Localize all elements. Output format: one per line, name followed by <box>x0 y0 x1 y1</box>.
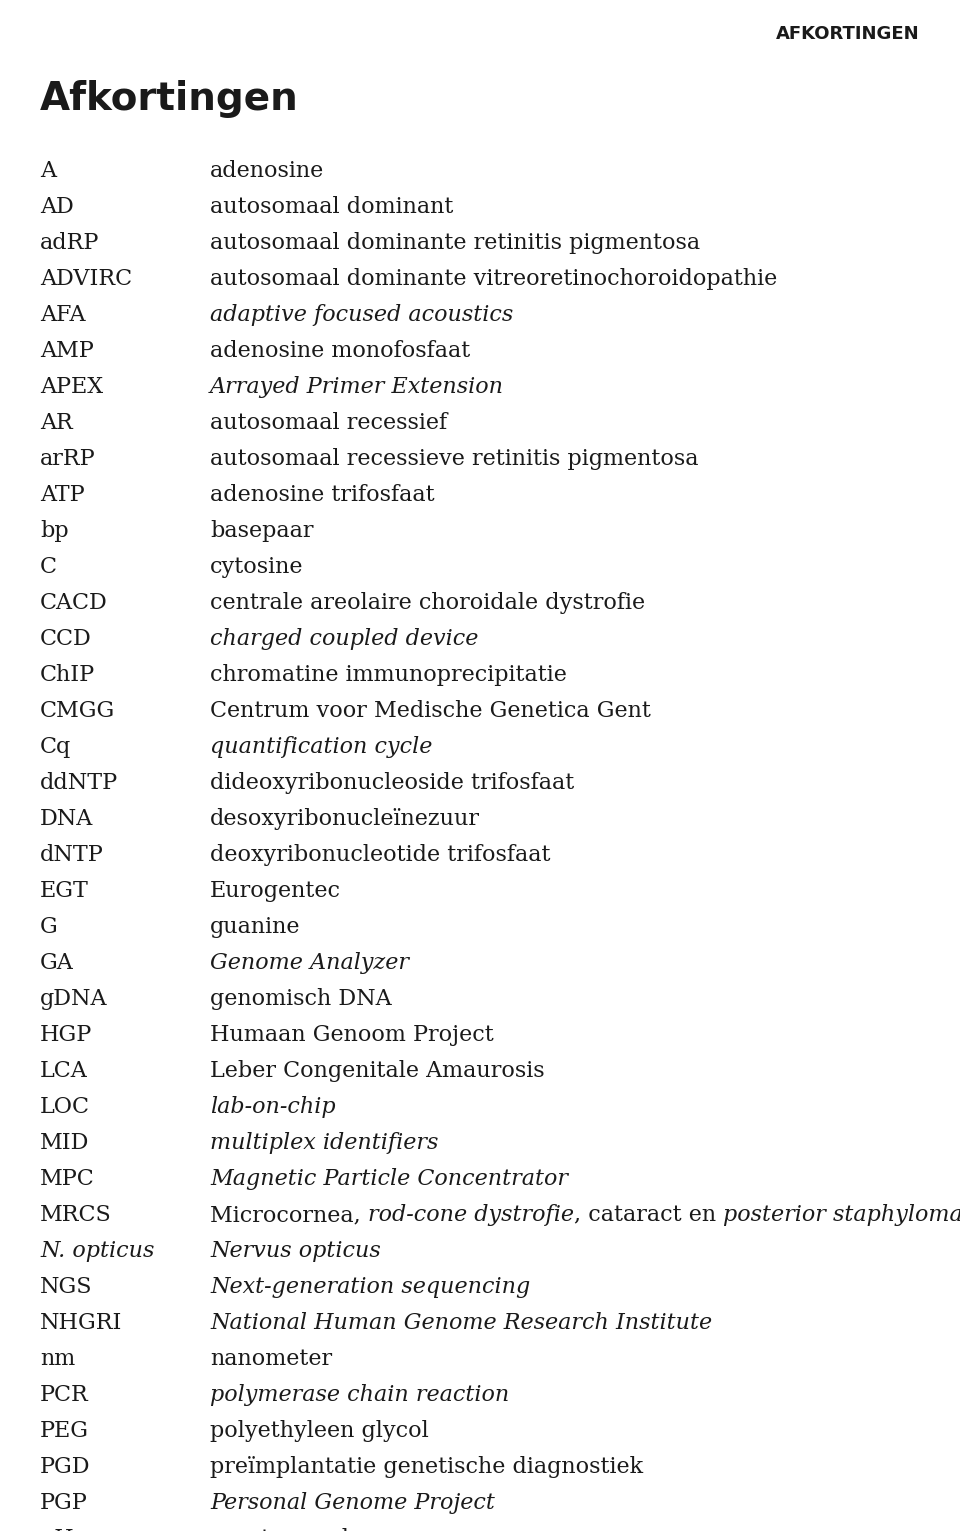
Text: ATP: ATP <box>40 484 84 507</box>
Text: PCR: PCR <box>40 1384 88 1405</box>
Text: APEX: APEX <box>40 377 103 398</box>
Text: National Human Genome Research Institute: National Human Genome Research Institute <box>210 1312 712 1334</box>
Text: autosomaal dominant: autosomaal dominant <box>210 196 453 217</box>
Text: AFKORTINGEN: AFKORTINGEN <box>777 24 920 43</box>
Text: N. opticus: N. opticus <box>40 1240 155 1262</box>
Text: adenosine: adenosine <box>210 161 324 182</box>
Text: zuurtegraad: zuurtegraad <box>210 1528 349 1531</box>
Text: ddNTP: ddNTP <box>40 772 118 795</box>
Text: nm: nm <box>40 1347 75 1370</box>
Text: genomisch DNA: genomisch DNA <box>210 987 392 1010</box>
Text: Next-generation sequencing: Next-generation sequencing <box>210 1275 530 1298</box>
Text: CMGG: CMGG <box>40 700 115 723</box>
Text: NGS: NGS <box>40 1275 92 1298</box>
Text: Genome Analyzer: Genome Analyzer <box>210 952 409 974</box>
Text: G: G <box>40 916 58 939</box>
Text: bp: bp <box>40 521 68 542</box>
Text: LCA: LCA <box>40 1059 87 1082</box>
Text: A: A <box>40 161 56 182</box>
Text: Eurogentec: Eurogentec <box>210 880 341 902</box>
Text: C: C <box>40 556 57 579</box>
Text: pH: pH <box>40 1528 74 1531</box>
Text: PGD: PGD <box>40 1456 90 1477</box>
Text: AR: AR <box>40 412 73 433</box>
Text: guanine: guanine <box>210 916 300 939</box>
Text: desoxyribonucleïnezuur: desoxyribonucleïnezuur <box>210 808 480 830</box>
Text: PGP: PGP <box>40 1493 87 1514</box>
Text: PEG: PEG <box>40 1419 89 1442</box>
Text: adenosine trifosfaat: adenosine trifosfaat <box>210 484 435 507</box>
Text: EGT: EGT <box>40 880 89 902</box>
Text: dNTP: dNTP <box>40 844 104 867</box>
Text: deoxyribonucleotide trifosfaat: deoxyribonucleotide trifosfaat <box>210 844 550 867</box>
Text: , cataract en: , cataract en <box>574 1203 723 1226</box>
Text: arRP: arRP <box>40 449 96 470</box>
Text: autosomaal recessief: autosomaal recessief <box>210 412 447 433</box>
Text: CACD: CACD <box>40 592 108 614</box>
Text: gDNA: gDNA <box>40 987 108 1010</box>
Text: HGP: HGP <box>40 1024 92 1046</box>
Text: Leber Congenitale Amaurosis: Leber Congenitale Amaurosis <box>210 1059 544 1082</box>
Text: polymerase chain reaction: polymerase chain reaction <box>210 1384 509 1405</box>
Text: NHGRI: NHGRI <box>40 1312 122 1334</box>
Text: ChIP: ChIP <box>40 664 95 686</box>
Text: ADVIRC: ADVIRC <box>40 268 132 289</box>
Text: rod-cone dystrofie: rod-cone dystrofie <box>368 1203 574 1226</box>
Text: lab-on-chip: lab-on-chip <box>210 1096 336 1118</box>
Text: nanometer: nanometer <box>210 1347 332 1370</box>
Text: charged coupled device: charged coupled device <box>210 628 478 651</box>
Text: centrale areolaire choroidale dystrofie: centrale areolaire choroidale dystrofie <box>210 592 645 614</box>
Text: LOC: LOC <box>40 1096 90 1118</box>
Text: AMP: AMP <box>40 340 94 361</box>
Text: basepaar: basepaar <box>210 521 314 542</box>
Text: multiplex identifiers: multiplex identifiers <box>210 1131 439 1154</box>
Text: MPC: MPC <box>40 1168 95 1190</box>
Text: autosomaal dominante retinitis pigmentosa: autosomaal dominante retinitis pigmentos… <box>210 233 700 254</box>
Text: chromatine immunoprecipitatie: chromatine immunoprecipitatie <box>210 664 566 686</box>
Text: AD: AD <box>40 196 74 217</box>
Text: dideoxyribonucleoside trifosfaat: dideoxyribonucleoside trifosfaat <box>210 772 574 795</box>
Text: Cq: Cq <box>40 736 71 758</box>
Text: MID: MID <box>40 1131 89 1154</box>
Text: posterior staphyloma: posterior staphyloma <box>723 1203 960 1226</box>
Text: cytosine: cytosine <box>210 556 303 579</box>
Text: preïmplantatie genetische diagnostiek: preïmplantatie genetische diagnostiek <box>210 1456 643 1477</box>
Text: adenosine monofosfaat: adenosine monofosfaat <box>210 340 470 361</box>
Text: Centrum voor Medische Genetica Gent: Centrum voor Medische Genetica Gent <box>210 700 651 723</box>
Text: Magnetic Particle Concentrator: Magnetic Particle Concentrator <box>210 1168 568 1190</box>
Text: GA: GA <box>40 952 74 974</box>
Text: polyethyleen glycol: polyethyleen glycol <box>210 1419 429 1442</box>
Text: Microcornea,: Microcornea, <box>210 1203 368 1226</box>
Text: MRCS: MRCS <box>40 1203 111 1226</box>
Text: adRP: adRP <box>40 233 100 254</box>
Text: autosomaal dominante vitreoretinochoroidopathie: autosomaal dominante vitreoretinochoroid… <box>210 268 778 289</box>
Text: AFA: AFA <box>40 305 85 326</box>
Text: Humaan Genoom Project: Humaan Genoom Project <box>210 1024 493 1046</box>
Text: CCD: CCD <box>40 628 92 651</box>
Text: Arrayed Primer Extension: Arrayed Primer Extension <box>210 377 504 398</box>
Text: quantification cycle: quantification cycle <box>210 736 432 758</box>
Text: Nervus opticus: Nervus opticus <box>210 1240 381 1262</box>
Text: DNA: DNA <box>40 808 93 830</box>
Text: Afkortingen: Afkortingen <box>40 80 299 118</box>
Text: autosomaal recessieve retinitis pigmentosa: autosomaal recessieve retinitis pigmento… <box>210 449 699 470</box>
Text: Personal Genome Project: Personal Genome Project <box>210 1493 494 1514</box>
Text: adaptive focused acoustics: adaptive focused acoustics <box>210 305 514 326</box>
